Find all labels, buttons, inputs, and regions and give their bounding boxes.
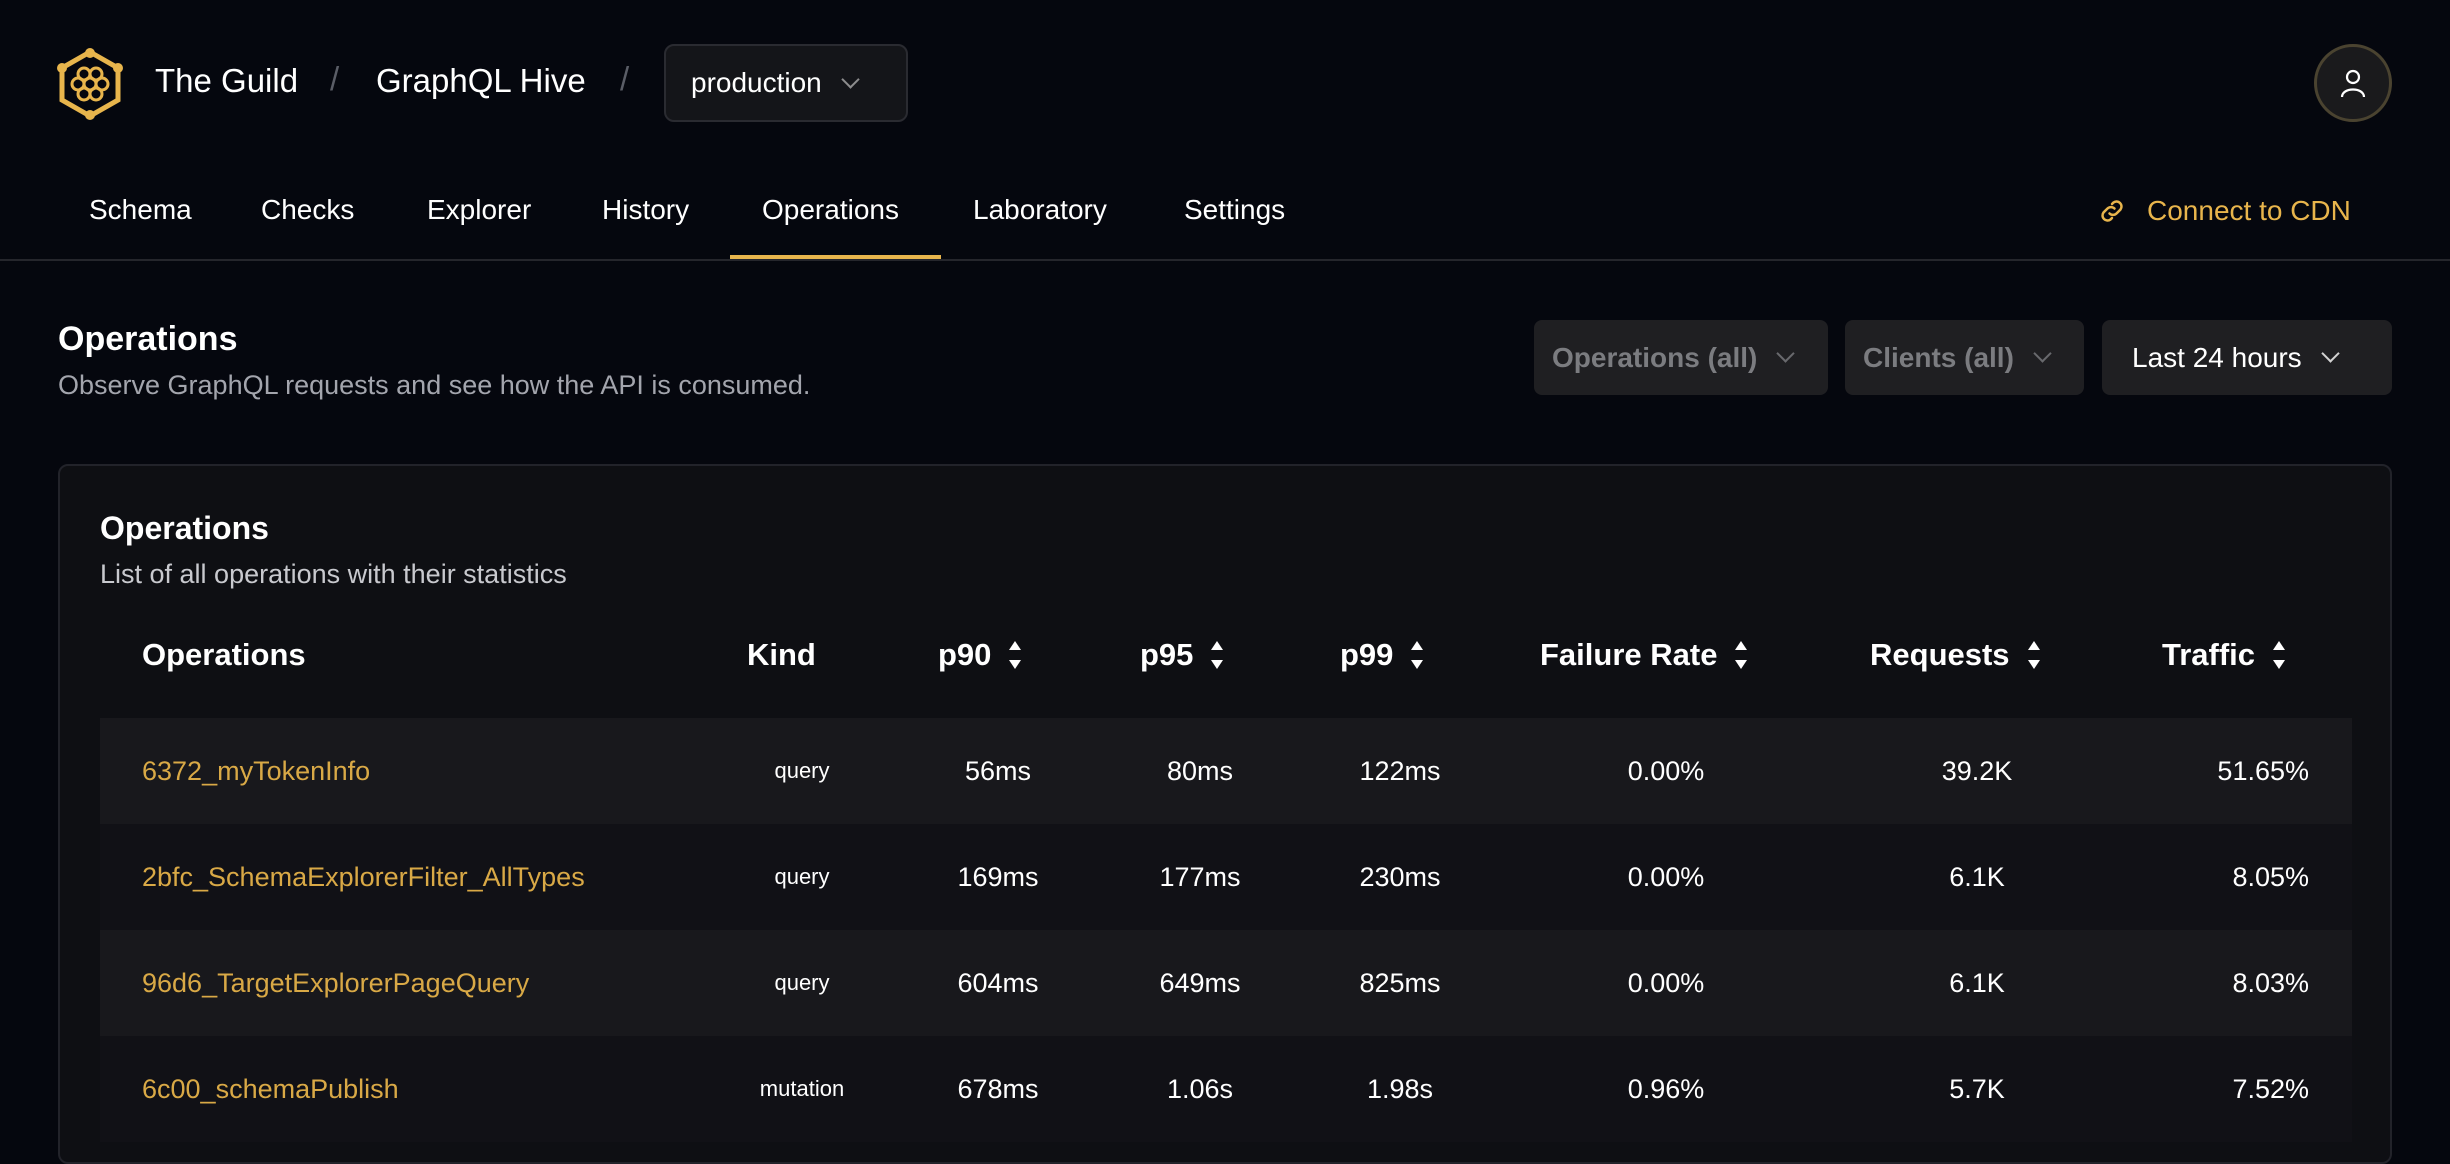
p90-cell: 169ms	[957, 861, 1039, 892]
page-subtitle: Observe GraphQL requests and see how the…	[58, 370, 811, 400]
operation-name-link[interactable]: 2bfc_SchemaExplorerFilter_AllTypes	[142, 861, 585, 892]
sort-icon	[1009, 641, 1022, 669]
user-icon	[2340, 69, 2366, 98]
table-row: 2bfc_SchemaExplorerFilter_AllTypes query 1…	[100, 824, 2352, 930]
failure-rate-cell: 0.00%	[1627, 967, 1705, 998]
clients-filter-label: Clients (all)	[1863, 341, 2014, 373]
operations-filter-label: Operations (all)	[1552, 341, 1758, 373]
p99-cell: 1.98s	[1366, 1073, 1434, 1104]
requests-cell: 39.2K	[1941, 755, 2013, 786]
p99-cell: 825ms	[1359, 967, 1441, 998]
tab-laboratory[interactable]: Laboratory	[973, 194, 1107, 225]
column-header-p90[interactable]: p90	[938, 602, 1022, 708]
sort-icon	[1735, 641, 1748, 669]
breadcrumb-org[interactable]: The Guild	[155, 62, 299, 99]
period-filter-label: Last 24 hours	[2132, 341, 2302, 373]
link-icon	[2101, 200, 2123, 222]
failure-rate-cell: 0.00%	[1627, 755, 1705, 786]
requests-cell: 6.1K	[1949, 861, 2005, 892]
nav-divider	[0, 259, 2450, 261]
traffic-cell: 8.05%	[2232, 861, 2309, 892]
target-selector-label: production	[691, 67, 822, 98]
hive-logo[interactable]	[56, 48, 124, 120]
failure-rate-cell: 0.00%	[1627, 861, 1705, 892]
tab-history[interactable]: History	[602, 194, 690, 225]
tab-schema[interactable]: Schema	[89, 194, 192, 225]
p99-cell: 122ms	[1359, 755, 1441, 786]
kind-cell: query	[774, 864, 830, 889]
tab-settings[interactable]: Settings	[1184, 194, 1286, 225]
page-title: Operations	[58, 320, 238, 358]
column-header-traffic[interactable]: Traffic	[2162, 602, 2286, 708]
p99-cell: 230ms	[1359, 861, 1441, 892]
column-header-kind: Kind	[747, 637, 816, 672]
table-row: 96d6_TargetExplorerPageQuery query 604ms 64…	[100, 930, 2352, 1036]
active-tab-indicator	[730, 255, 941, 260]
target-selector[interactable]: production	[664, 44, 908, 122]
chevron-down-icon	[1776, 344, 1796, 363]
requests-cell: 6.1K	[1949, 967, 2005, 998]
operation-name-link[interactable]: 6c00_schemaPublish	[142, 1073, 399, 1104]
tab-explorer[interactable]: Explorer	[427, 194, 532, 225]
p95-cell: 177ms	[1159, 861, 1241, 892]
p95-cell: 649ms	[1159, 967, 1241, 998]
table-row: 6c00_schemaPublish mutation 678ms 1.06s 1.98…	[100, 1036, 2352, 1142]
traffic-cell: 7.52%	[2232, 1073, 2309, 1104]
sort-icon	[1411, 641, 1424, 669]
breadcrumb-separator: /	[620, 60, 630, 97]
column-header-operations: Operations	[142, 637, 306, 672]
period-filter[interactable]: Last 24 hours	[2102, 320, 2392, 395]
traffic-cell: 8.03%	[2232, 967, 2309, 998]
column-header-p99[interactable]: p99	[1340, 602, 1424, 708]
p90-cell: 678ms	[957, 1073, 1039, 1104]
breadcrumb-separator: /	[330, 60, 340, 97]
column-header-requests[interactable]: Requests	[1870, 602, 2040, 708]
p95-cell: 80ms	[1166, 755, 1234, 786]
chevron-down-icon	[2320, 344, 2340, 363]
column-header-p95[interactable]: p95	[1140, 602, 1224, 708]
requests-cell: 5.7K	[1949, 1073, 2005, 1104]
p90-cell: 604ms	[957, 967, 1039, 998]
operation-name-link[interactable]: 6372_myTokenInfo	[142, 755, 371, 786]
card-title: Operations	[100, 510, 269, 546]
kind-cell: mutation	[759, 1076, 845, 1101]
sort-icon	[1211, 641, 1224, 669]
kind-cell: query	[774, 970, 830, 995]
user-avatar-button[interactable]	[2314, 44, 2392, 122]
hive-logo-icon	[57, 48, 123, 120]
card-subtitle: List of all operations with their statis…	[100, 559, 567, 589]
clients-filter[interactable]: Clients (all)	[1845, 320, 2084, 395]
traffic-cell: 51.65%	[2217, 755, 2309, 786]
connect-cdn-label: Connect to CDN	[2147, 195, 2351, 226]
tab-checks[interactable]: Checks	[261, 194, 355, 225]
breadcrumb-project[interactable]: GraphQL Hive	[376, 62, 586, 99]
connect-cdn-button[interactable]: Connect to CDN	[2097, 195, 2351, 227]
kind-cell: query	[774, 758, 830, 783]
chevron-down-icon	[841, 69, 860, 89]
p90-cell: 56ms	[964, 755, 1032, 786]
column-header-failure-rate[interactable]: Failure Rate	[1540, 602, 1748, 708]
tab-operations[interactable]: Operations	[762, 194, 899, 225]
p95-cell: 1.06s	[1166, 1073, 1234, 1104]
operations-filter[interactable]: Operations (all)	[1534, 320, 1828, 395]
failure-rate-cell: 0.96%	[1627, 1073, 1705, 1104]
chevron-down-icon	[2033, 344, 2052, 363]
table-header: Operations Kind p90 p95 p99 Failure Rate…	[100, 602, 2352, 708]
sort-icon	[2027, 641, 2040, 669]
table-row: 6372_myTokenInfo query 56ms 80ms 122ms 0.00% 3…	[100, 718, 2352, 824]
sort-icon	[2273, 641, 2286, 669]
operation-name-link[interactable]: 96d6_TargetExplorerPageQuery	[142, 967, 530, 998]
